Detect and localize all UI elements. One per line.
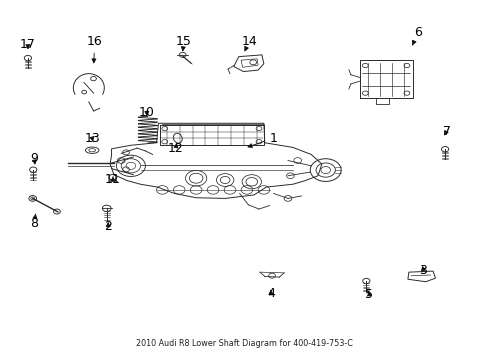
- Text: 15: 15: [176, 35, 192, 51]
- Text: 6: 6: [411, 26, 421, 45]
- Text: 11: 11: [105, 173, 121, 186]
- Text: 12: 12: [168, 141, 183, 154]
- Text: 10: 10: [139, 106, 155, 119]
- Text: 8: 8: [30, 214, 38, 230]
- Text: 2010 Audi R8 Lower Shaft Diagram for 400-419-753-C: 2010 Audi R8 Lower Shaft Diagram for 400…: [136, 339, 352, 348]
- Text: 3: 3: [419, 264, 427, 277]
- Text: 16: 16: [86, 35, 102, 63]
- Text: 7: 7: [442, 125, 449, 138]
- Text: 17: 17: [20, 38, 36, 51]
- Text: 1: 1: [247, 132, 277, 148]
- Text: 14: 14: [241, 35, 257, 51]
- Bar: [160, 125, 264, 145]
- Text: 13: 13: [84, 132, 100, 145]
- Text: 2: 2: [104, 220, 112, 233]
- Text: 9: 9: [30, 152, 38, 165]
- Text: 5: 5: [365, 288, 372, 301]
- Text: 4: 4: [266, 287, 274, 300]
